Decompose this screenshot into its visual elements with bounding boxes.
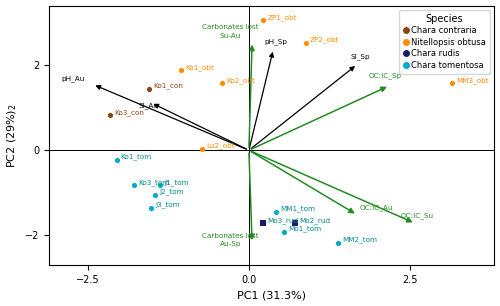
Y-axis label: PC2 (29%)$_2$: PC2 (29%)$_2$ [6,103,19,168]
Text: Mo3_rud: Mo3_rud [268,217,298,224]
Point [302,41,310,46]
Text: Mo2_rud: Mo2_rud [300,217,330,224]
Point [280,230,288,234]
X-axis label: PC1 (31.3%): PC1 (31.3%) [237,290,306,300]
Text: MM2_tom: MM2_tom [342,237,377,243]
Point [218,81,226,86]
Point [259,18,267,23]
Point [130,183,138,188]
Point [292,221,300,226]
Text: J3_tom: J3_tom [155,201,180,208]
Text: MM1_tom: MM1_tom [280,206,315,212]
Text: OC:IC_Su: OC:IC_Su [400,212,434,219]
Text: Ko2_obt: Ko2_obt [226,77,255,84]
Point [106,113,114,118]
Point [147,205,155,210]
Text: ZP1_obt: ZP1_obt [268,14,297,21]
Text: Au-Sp: Au-Sp [220,241,242,247]
Text: Su-Au: Su-Au [220,33,241,39]
Point [448,81,456,86]
Point [272,210,280,215]
Text: SI_Sp: SI_Sp [350,53,370,60]
Text: pH_Sp: pH_Sp [264,38,287,45]
Text: ZP2_obt: ZP2_obt [310,37,340,43]
Text: Mo1_tom: Mo1_tom [288,226,322,232]
Text: J2_tom: J2_tom [160,188,184,195]
Text: pH_Au: pH_Au [62,75,85,82]
Legend: Chara contraria, Nitellopsis obtusa, Chara rudis, Chara tomentosa: Chara contraria, Nitellopsis obtusa, Cha… [400,10,490,74]
Text: Carbonates lost: Carbonates lost [202,24,259,30]
Text: SI_Au: SI_Au [139,102,159,109]
Point [112,157,120,162]
Point [198,146,206,151]
Point [259,221,267,226]
Point [156,183,164,188]
Text: Ko1_tom: Ko1_tom [120,153,152,160]
Point [334,241,342,245]
Text: MM3_obt: MM3_obt [456,77,489,84]
Text: Lu2_obt: Lu2_obt [206,142,235,149]
Point [145,86,153,91]
Text: Ko1_obt: Ko1_obt [186,64,214,71]
Text: OC:IC_Au: OC:IC_Au [360,204,394,211]
Text: Carbonates lost: Carbonates lost [202,233,259,239]
Point [152,192,160,197]
Text: Ko3_con: Ko3_con [114,109,144,116]
Point [177,68,185,73]
Text: Ko3_tom: Ko3_tom [138,179,170,185]
Text: Ko1_con: Ko1_con [153,82,183,89]
Text: OC:IC_Sp: OC:IC_Sp [368,72,402,79]
Text: J1_tom: J1_tom [164,179,188,185]
